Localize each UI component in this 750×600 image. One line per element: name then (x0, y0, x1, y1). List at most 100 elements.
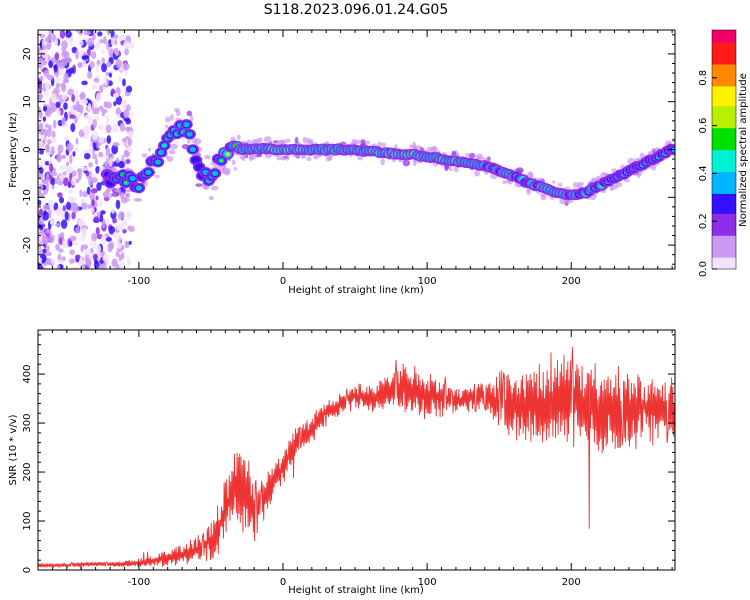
noise-speckle (122, 78, 126, 87)
colorbar-step (712, 229, 736, 232)
noise-speckle (81, 227, 87, 237)
halo-speckle (402, 159, 411, 167)
noise-speckle (113, 47, 119, 55)
halo-speckle (559, 198, 567, 205)
noise-speckle (70, 196, 77, 203)
colorbar-step (712, 227, 736, 230)
halo-speckle (210, 185, 219, 191)
noise-speckle (62, 238, 68, 249)
noise-speckle (60, 219, 68, 229)
noise-speckle (55, 76, 61, 82)
noise-speckle (98, 84, 104, 93)
colorbar-step (712, 231, 736, 234)
colorbar-step (712, 53, 736, 57)
noise-speckle (108, 48, 115, 57)
noise-speckle (61, 83, 67, 93)
colorbar-step (712, 131, 736, 135)
colorbar-axes: 0.0 0.2 0.4 0.6 0.8 (698, 29, 737, 277)
noise-speckle (69, 114, 76, 119)
colorbar-step (712, 145, 736, 149)
colorbar-step (712, 111, 736, 115)
colorbar-step (712, 235, 736, 238)
colorbar-step (712, 185, 736, 188)
noise-speckle (64, 210, 69, 221)
noise-speckle (81, 166, 89, 171)
noise-speckle (71, 211, 76, 220)
colorbar-step (712, 155, 736, 159)
noise-speckle (98, 123, 104, 131)
noise-speckle (61, 211, 66, 220)
halo-speckle (103, 161, 109, 167)
halo-speckle (103, 197, 110, 202)
noise-speckle (101, 48, 105, 55)
ridge-mark (125, 181, 128, 184)
noise-speckle (72, 241, 80, 247)
spectrogram-ytick-label: 20 (22, 48, 33, 61)
colorbar-step (712, 247, 736, 250)
noise-speckle (61, 256, 66, 262)
noise-speckle (98, 137, 105, 144)
colorbar-step (712, 127, 736, 131)
noise-speckle (78, 259, 86, 265)
noise-speckle (113, 34, 119, 39)
noise-speckle (38, 93, 44, 98)
noise-speckle (103, 36, 107, 45)
colorbar-step (712, 115, 736, 119)
noise-speckle (85, 258, 92, 267)
noise-speckle (39, 158, 46, 168)
halo-speckle (636, 172, 641, 179)
noise-speckle (51, 177, 55, 186)
colorbar-step (712, 205, 736, 208)
ridge-mark (220, 159, 223, 162)
halo-speckle (451, 150, 457, 156)
colorbar-step (712, 77, 736, 81)
halo-speckle (124, 197, 131, 202)
colorbar-step (712, 243, 736, 246)
noise-speckle (61, 40, 69, 49)
halo-speckle (313, 155, 319, 160)
noise-speckle (92, 177, 98, 183)
noise-speckle (38, 183, 44, 191)
noise-speckle (69, 154, 73, 164)
halo-speckle (248, 154, 253, 162)
snr-ytick-label: 200 (22, 462, 33, 481)
noise-speckle (116, 241, 122, 249)
colorbar-step (712, 99, 736, 103)
noise-speckle (115, 59, 122, 69)
noise-speckle (61, 154, 67, 159)
noise-speckle (81, 55, 89, 60)
colorbar-step (712, 159, 736, 163)
noise-speckle (38, 47, 41, 53)
noise-speckle (71, 94, 75, 103)
noise-speckle (46, 244, 50, 252)
noise-speckle (48, 198, 54, 209)
halo-speckle (595, 177, 601, 182)
snr-series-line (38, 346, 675, 570)
colorbar-step (712, 165, 736, 169)
noise-speckle (88, 162, 94, 168)
noise-speckle (42, 211, 49, 221)
noise-speckle (95, 244, 102, 254)
noise-speckle (55, 222, 61, 227)
halo-speckle (527, 171, 534, 179)
colorbar-step (712, 265, 736, 268)
halo-speckle (169, 114, 174, 121)
halo-speckle (126, 159, 131, 163)
noise-speckle (121, 219, 128, 228)
ridge-mark (129, 175, 136, 182)
noise-speckle (54, 38, 59, 46)
noise-speckle (75, 137, 79, 145)
noise-speckle (57, 180, 64, 186)
noise-speckle (87, 71, 93, 79)
colorbar-step (712, 183, 736, 186)
halo-speckle (380, 158, 385, 166)
noise-speckle (117, 76, 123, 83)
noise-speckle (83, 125, 90, 135)
noise-speckle (74, 147, 79, 152)
noise-speckle (87, 102, 92, 112)
noise-speckle (105, 256, 110, 267)
noise-speckle (92, 153, 98, 160)
noise-speckle (81, 98, 88, 106)
noise-speckle (66, 142, 74, 152)
